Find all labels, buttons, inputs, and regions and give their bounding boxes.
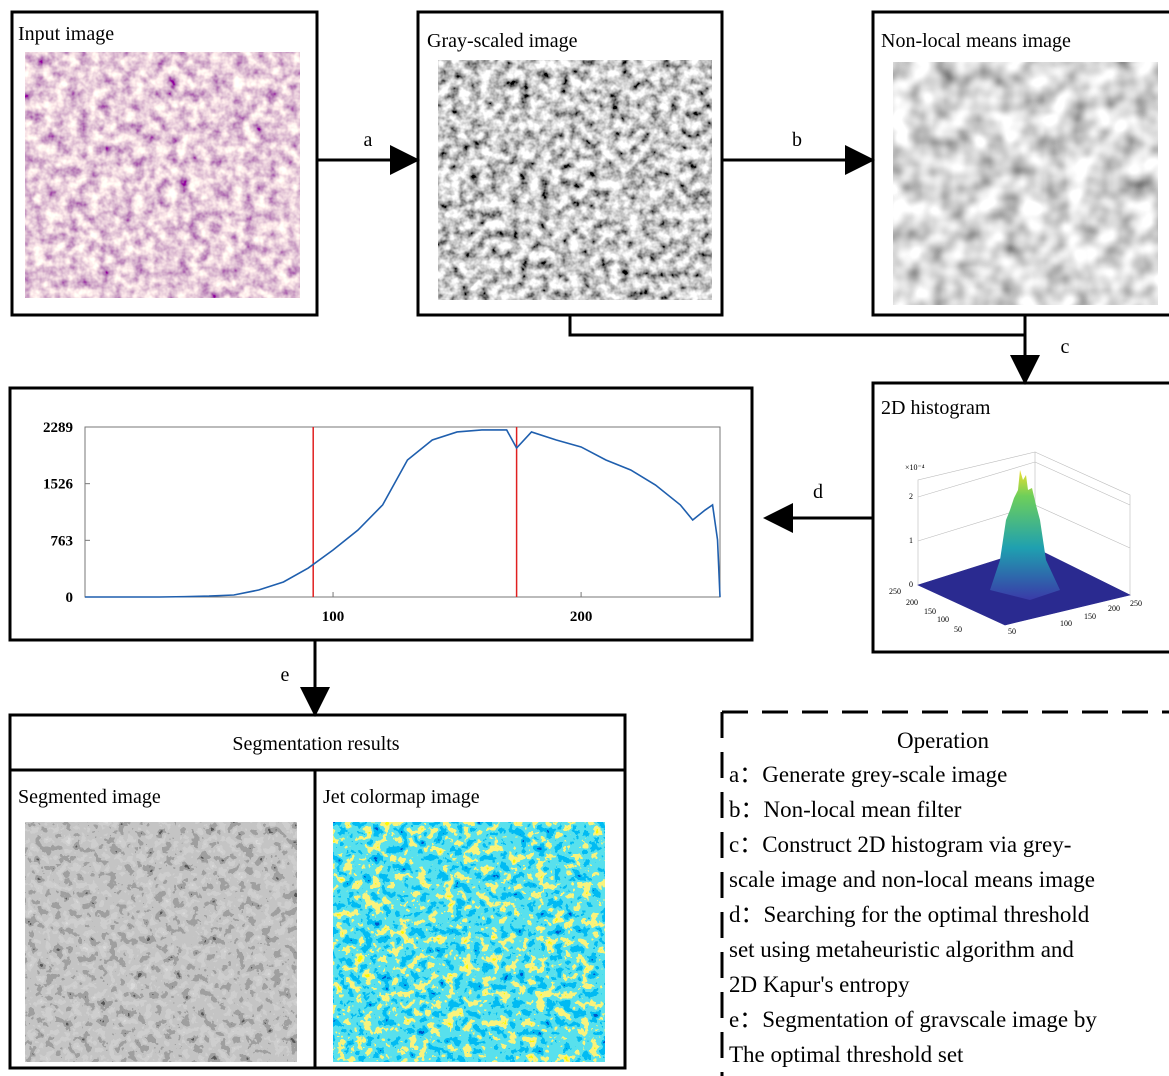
segmented-image [25,822,297,1062]
axis-tick-label: 250 [889,587,901,596]
axis-tick-label: 200 [906,598,918,607]
legend-line: 2D Kapur's entropy [729,972,910,997]
plot-frame [84,426,721,598]
arrow-label: b [792,129,802,151]
panel-label: Segmented image [18,786,161,808]
arrow-label: e [281,664,290,686]
legend-line: e：Segmentation of gravscale image by [729,1007,1097,1032]
axis-tick-label: 250 [1130,599,1142,608]
y-tick-label: 2289 [43,420,73,436]
legend-line: set using metaheuristic algorithm and [729,937,1074,962]
connector [568,315,1025,337]
arrow-label: c [1061,336,1070,358]
section-title: Segmentation results [232,733,399,755]
axis-tick-label: 100 [1060,619,1072,628]
axis-tick-label: 150 [924,607,936,616]
panel-frame [8,713,627,1070]
panel-frame [10,10,319,317]
z-tick-label: 2 [909,492,913,501]
panel-label: Non-local means image [881,30,1071,52]
legend-line: scale image and non-local means image [729,867,1095,892]
arrow-label: d [813,481,823,503]
jet-image [333,822,605,1062]
legend-title: Operation [897,728,989,753]
legend-line: d：Searching for the optimal threshold [729,902,1090,927]
gray-image [438,60,712,300]
y-tick-label: 1526 [43,477,74,493]
input-image [25,52,300,298]
z-tick-label: 0 [909,580,913,589]
legend-line: c：Construct 2D histogram via grey- [729,832,1071,857]
panel-label: Gray-scaled image [427,30,578,52]
legend-line: The optimal threshold set [729,1042,964,1067]
axis-tick-label: 50 [1008,627,1016,636]
panel-label: Input image [18,23,114,45]
x-tick-label: 200 [570,609,593,625]
x-tick-label: 100 [322,609,345,625]
axis-tick-label: 200 [1108,604,1120,613]
axis-tick-label: 50 [954,625,962,634]
panel-label: 2D histogram [881,397,991,419]
panel-label: Jet colormap image [323,786,480,808]
y-tick-label: 763 [51,533,74,549]
arrow-label: a [364,129,373,151]
nlm-image [893,62,1158,305]
z-scale-label: ×10⁻⁴ [905,463,925,472]
legend-line: b：Non-local mean filter [729,797,962,822]
z-tick-label: 1 [909,536,913,545]
axis-tick-label: 150 [1084,612,1096,621]
axis-tick-label: 100 [937,615,949,624]
legend-line: a：Generate grey-scale image [729,762,1007,787]
y-tick-label: 0 [66,590,74,606]
surface-plot [917,451,1131,626]
panel-frame [8,386,754,642]
histogram-line [85,429,721,598]
